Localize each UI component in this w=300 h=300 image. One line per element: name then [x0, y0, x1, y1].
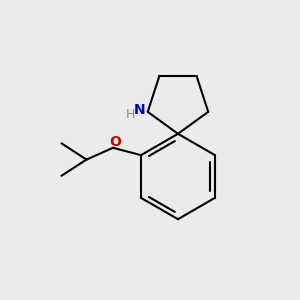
Text: O: O: [110, 135, 121, 149]
Text: H: H: [126, 108, 135, 121]
Text: N: N: [134, 103, 146, 117]
